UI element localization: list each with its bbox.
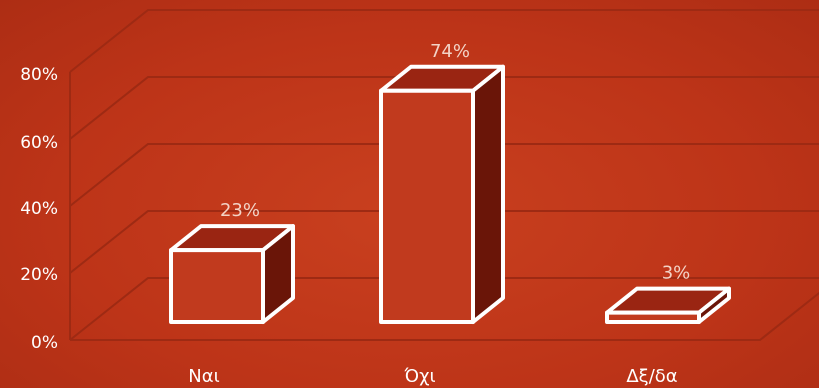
data-label-nai: 23% (220, 200, 260, 221)
y-tick-label: 20% (20, 265, 58, 285)
y-axis-ticks: 0% 20% 40% 60% 80% (20, 65, 58, 353)
y-tick-label: 40% (20, 199, 58, 219)
gridline (69, 210, 819, 274)
gridline (69, 277, 819, 341)
gridline (69, 76, 819, 140)
bar-front-face (605, 310, 701, 324)
gridline (69, 143, 819, 207)
floor-front-edge (70, 291, 819, 341)
bar-front-face (379, 88, 475, 324)
category-label-dxda: Δξ/δα (626, 366, 677, 387)
y-tick-label: 80% (20, 65, 58, 85)
data-labels: 23% 74% 3% (220, 41, 690, 284)
bar-dxda (605, 286, 731, 324)
chart-gridlines (69, 9, 819, 341)
gridline (69, 9, 819, 73)
bar-front-face (169, 248, 265, 324)
y-tick-label: 0% (31, 333, 58, 353)
x-axis-categories: Ναι Όχι Δξ/δα (188, 366, 677, 387)
bar-side-face (471, 64, 505, 324)
category-label-nai: Ναι (188, 366, 219, 387)
data-label-dxda: 3% (662, 263, 691, 284)
data-label-ochi: 74% (430, 41, 470, 62)
category-label-ochi: Όχι (403, 366, 435, 387)
bar-nai (169, 224, 295, 324)
y-tick-label: 60% (20, 133, 58, 153)
bars (169, 64, 731, 324)
bar-ochi (379, 64, 505, 324)
